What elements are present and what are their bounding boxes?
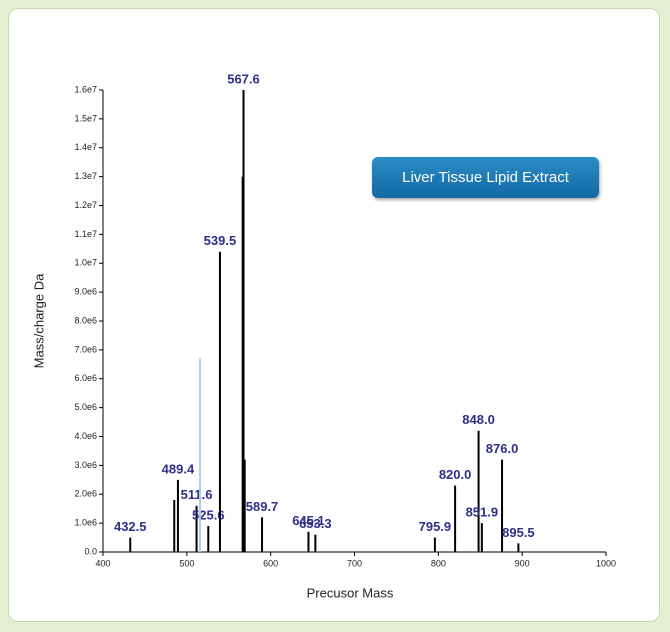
y-tick-label: 2.0e6: [74, 489, 97, 499]
peak-label: 645.1: [292, 513, 325, 528]
x-tick-label: 800: [431, 558, 446, 568]
peak-label: 820.0: [439, 467, 472, 482]
peak-label: 567.6: [227, 71, 260, 86]
peak-label: 539.5: [204, 233, 237, 248]
y-tick-label: 1.3e7: [74, 171, 97, 181]
y-tick-label: 6.0e6: [74, 373, 97, 383]
peak-label: 848.0: [462, 412, 495, 427]
y-tick-label: 1.2e7: [74, 200, 97, 210]
peak-label: 851.9: [466, 505, 499, 520]
y-tick-label: 1.1e7: [74, 229, 97, 239]
y-tick-label: 8.0e6: [74, 315, 97, 325]
y-axis-title: Mass/charge Da: [31, 273, 46, 368]
peak-label: 432.5: [114, 519, 147, 534]
y-tick-label: 4.0e6: [74, 431, 97, 441]
peak-label: 653.3: [299, 516, 332, 531]
peak-label: 876.0: [486, 441, 519, 456]
x-axis-title: Precusor Mass: [307, 585, 394, 600]
peak-label: 589.7: [246, 499, 279, 514]
peak-label: 895.5: [502, 525, 535, 540]
annotation-badge: Liver Tissue Lipid Extract: [372, 157, 599, 198]
peak-label: 795.9: [419, 519, 452, 534]
x-tick-label: 600: [263, 558, 278, 568]
x-tick-label: 400: [95, 558, 110, 568]
y-tick-label: 3.0e6: [74, 460, 97, 470]
x-tick-label: 900: [515, 558, 530, 568]
x-tick-label: 500: [179, 558, 194, 568]
y-tick-label: 7.0e6: [74, 344, 97, 354]
y-tick-label: 0.0: [84, 546, 97, 556]
y-tick-label: 1.4e7: [74, 142, 97, 152]
y-tick-label: 1.5e7: [74, 113, 97, 123]
y-tick-label: 1.0e6: [74, 518, 97, 528]
card: [8, 8, 660, 622]
x-tick-label: 700: [347, 558, 362, 568]
y-tick-label: 5.0e6: [74, 402, 97, 412]
peak-label: 511.6: [181, 487, 213, 502]
y-tick-label: 1.6e7: [74, 84, 97, 94]
x-tick-label: 1000: [596, 558, 616, 568]
y-tick-label: 1.0e7: [74, 258, 97, 268]
peak-label: 489.4: [162, 461, 195, 476]
y-tick-label: 9.0e6: [74, 287, 97, 297]
